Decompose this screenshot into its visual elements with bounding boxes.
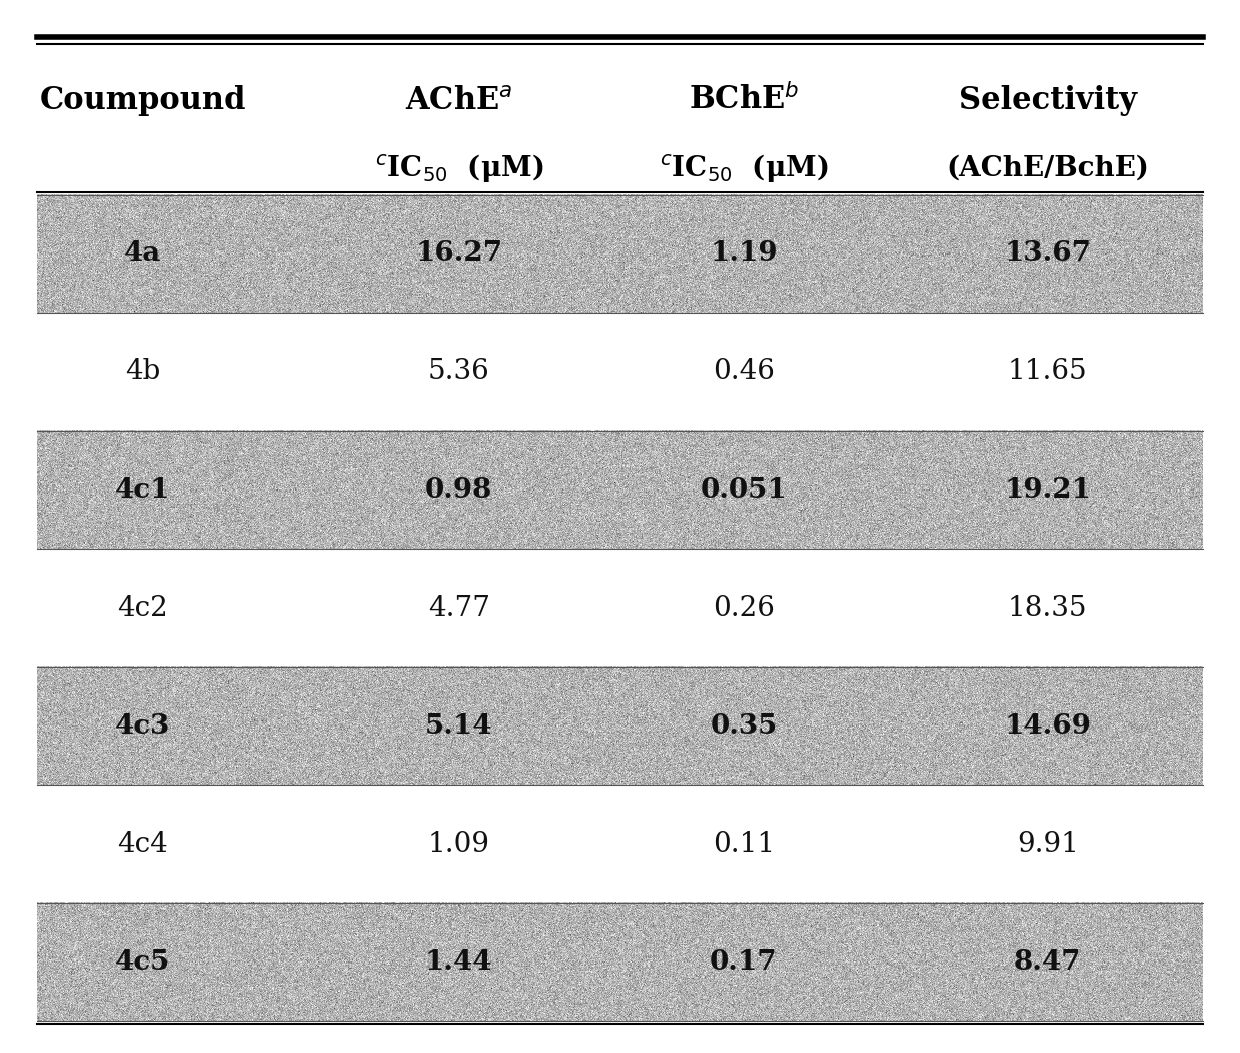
Text: 1.19: 1.19 [711,240,777,267]
Text: 1.09: 1.09 [428,831,490,858]
Text: Coumpound: Coumpound [40,84,246,116]
Text: 19.21: 19.21 [1004,477,1091,503]
Bar [37,668,1203,786]
Text: 4c1: 4c1 [115,477,170,503]
Text: 1.44: 1.44 [425,949,492,976]
Text: AChE$^a$: AChE$^a$ [405,84,512,116]
Text: $^c$IC$_{50}$  (μM): $^c$IC$_{50}$ (μM) [660,153,828,184]
Bar [37,195,1203,313]
Text: 13.67: 13.67 [1004,240,1091,267]
Text: 8.47: 8.47 [1014,949,1081,976]
Text: Selectivity: Selectivity [959,84,1137,116]
Text: 14.69: 14.69 [1004,713,1091,739]
Text: 5.36: 5.36 [428,358,490,385]
Text: 0.26: 0.26 [713,595,775,621]
Text: 0.11: 0.11 [713,831,775,858]
Text: 4c5: 4c5 [115,949,170,976]
Text: 4c2: 4c2 [118,595,167,621]
Bar [37,903,1203,1021]
Text: 11.65: 11.65 [1008,358,1087,385]
Bar [37,431,1203,549]
Text: 0.051: 0.051 [701,477,787,503]
Text: 4a: 4a [124,240,161,267]
Text: (AChE/BchE): (AChE/BchE) [946,155,1149,182]
Text: 4c4: 4c4 [118,831,167,858]
Text: 0.98: 0.98 [425,477,492,503]
Text: 18.35: 18.35 [1008,595,1087,621]
Text: 0.17: 0.17 [711,949,777,976]
Text: 4c3: 4c3 [115,713,170,739]
Text: 16.27: 16.27 [415,240,502,267]
Text: 4b: 4b [125,358,160,385]
Text: BChE$^b$: BChE$^b$ [689,84,799,116]
Text: 9.91: 9.91 [1017,831,1079,858]
Text: 0.35: 0.35 [711,713,777,739]
Text: $^c$IC$_{50}$  (μM): $^c$IC$_{50}$ (μM) [374,153,543,184]
Text: 4.77: 4.77 [428,595,490,621]
Text: 5.14: 5.14 [425,713,492,739]
Text: 0.46: 0.46 [713,358,775,385]
